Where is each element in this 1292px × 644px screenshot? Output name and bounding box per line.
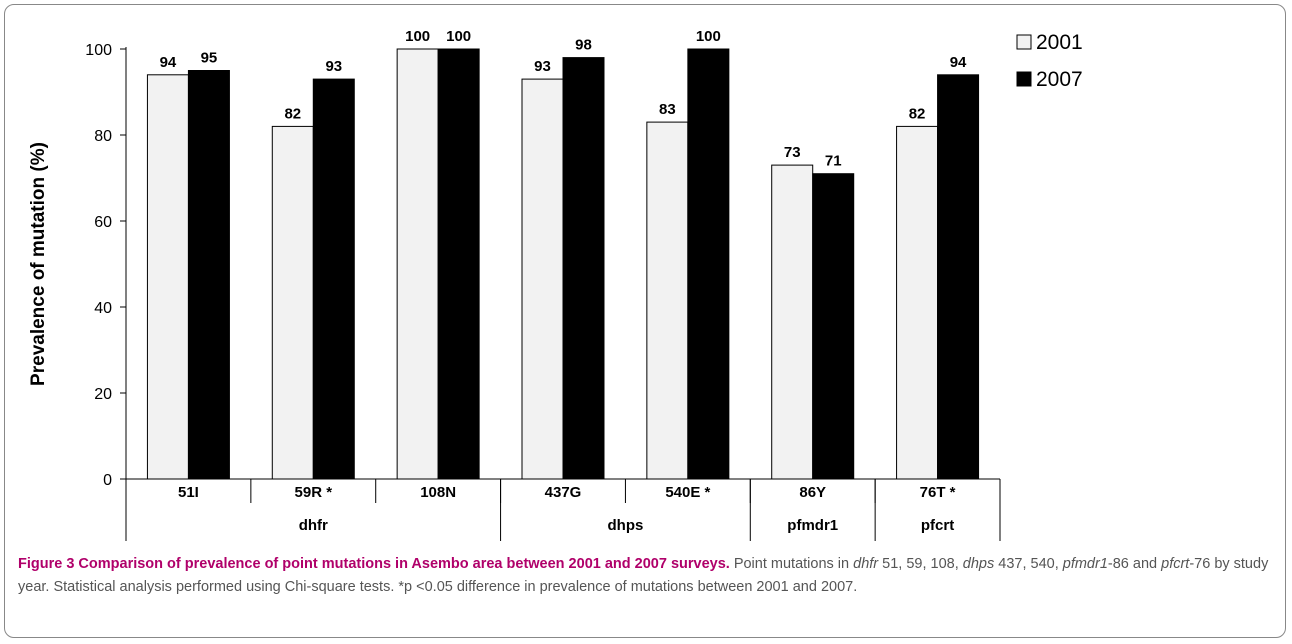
bar <box>396 48 439 480</box>
data-label: 93 <box>534 58 551 75</box>
y-tick-label: 20 <box>94 386 112 403</box>
legend-label: 2001 <box>1036 31 1083 54</box>
bar <box>312 78 355 480</box>
caption-text-3: 437, 540, <box>994 556 1063 572</box>
data-label: 94 <box>160 54 177 71</box>
data-label: 82 <box>909 105 926 122</box>
data-label: 93 <box>325 58 342 75</box>
caption-text-5: -76 by study year. Statistical analysis … <box>18 556 1269 595</box>
data-label: 95 <box>201 50 218 67</box>
data-label: 73 <box>784 144 801 161</box>
x-tick-label: 86Y <box>799 484 826 501</box>
bar <box>146 74 189 480</box>
bar <box>646 121 689 480</box>
group-label: pfcrt <box>921 517 954 534</box>
group-label: dhfr <box>299 517 328 534</box>
x-tick-label: 437G <box>545 484 582 501</box>
bar <box>771 164 814 480</box>
data-label: 100 <box>696 28 721 45</box>
data-label: 82 <box>284 105 301 122</box>
bar <box>687 48 730 480</box>
bar <box>521 78 564 480</box>
y-tick-label: 0 <box>103 472 112 489</box>
caption-text-1: Point mutations in <box>729 556 854 572</box>
x-tick-label: 540E * <box>665 484 710 501</box>
caption-gene-3: pfmdr1 <box>1062 556 1108 572</box>
data-label: 94 <box>950 54 967 71</box>
x-tick-label: 59R * <box>295 484 333 501</box>
figure-caption: Figure 3 Comparison of prevalence of poi… <box>18 553 1280 599</box>
y-tick-label: 80 <box>94 128 112 145</box>
caption-gene-2: dhps <box>962 556 995 572</box>
bar <box>187 70 230 480</box>
group-label: dhps <box>608 517 644 534</box>
y-tick-label: 60 <box>94 214 112 231</box>
caption-text-2: 51, 59, 108, <box>878 556 963 572</box>
group-label: pfmdr1 <box>787 517 838 534</box>
bar <box>937 74 980 480</box>
bar <box>437 48 480 480</box>
caption-text-4: -86 and <box>1107 556 1162 572</box>
caption-gene-4: pfcrt <box>1161 556 1190 572</box>
bar <box>562 57 605 480</box>
bar <box>271 125 314 480</box>
legend-label: 2007 <box>1036 68 1083 91</box>
bar <box>812 173 855 480</box>
legend-swatch <box>1016 71 1032 87</box>
x-tick-label: 51I <box>178 484 199 501</box>
bar-chart: 0 20 40 60 80 100 Prevalence of mutation (%) 94… <box>28 28 1083 541</box>
caption-title: Figure 3 Comparison of prevalence of poi… <box>18 556 730 572</box>
caption-gene-1: dhfr <box>853 556 879 572</box>
x-tick-label: 76T * <box>920 484 956 501</box>
y-axis-title: Prevalence of mutation (%) <box>28 142 49 386</box>
data-label: 100 <box>405 28 430 45</box>
y-tick-label: 100 <box>85 42 112 59</box>
data-label: 83 <box>659 101 676 118</box>
x-tick-label: 108N <box>420 484 456 501</box>
data-label: 98 <box>575 37 592 54</box>
bar <box>896 125 939 480</box>
data-label: 71 <box>825 153 842 170</box>
data-label: 100 <box>446 28 471 45</box>
y-tick-label: 40 <box>94 300 112 317</box>
legend-swatch <box>1016 34 1032 50</box>
